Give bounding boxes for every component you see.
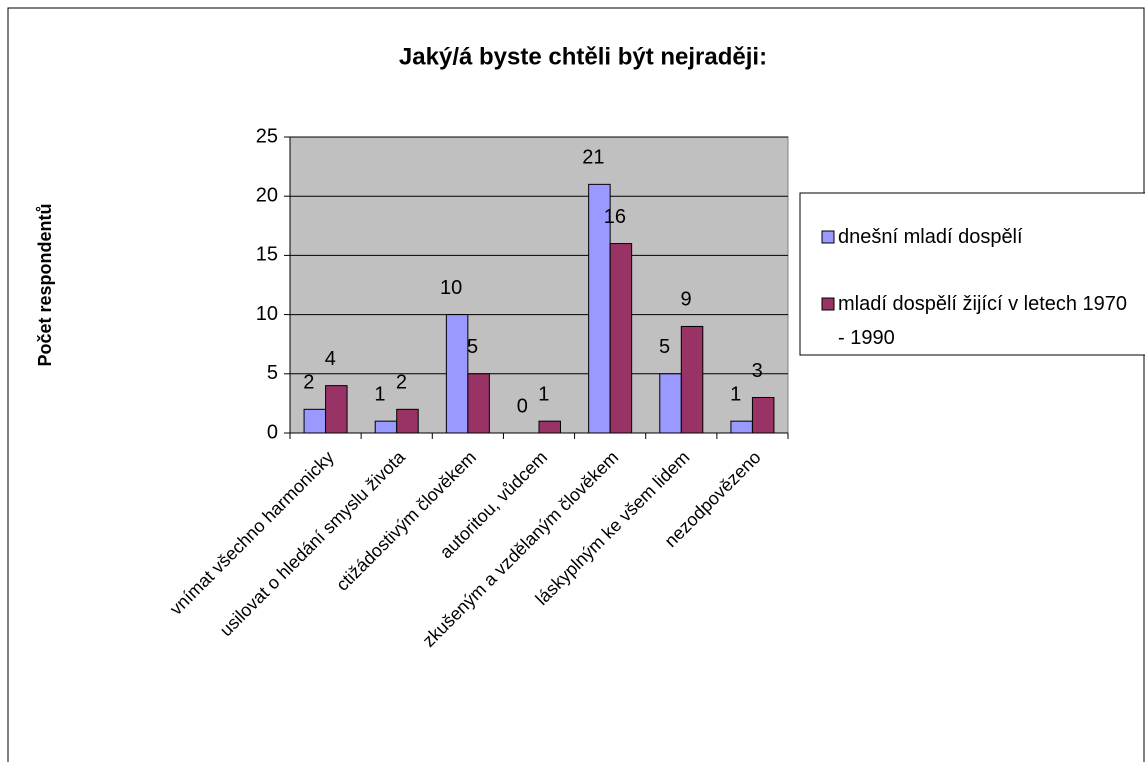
value-label: 4 bbox=[325, 348, 336, 370]
bar bbox=[374, 420, 398, 434]
bar bbox=[325, 385, 348, 434]
bar bbox=[396, 408, 419, 434]
y-axis-title: Počet respondentů bbox=[35, 203, 55, 366]
y-tick-label: 20 bbox=[256, 184, 278, 206]
value-label: 2 bbox=[303, 372, 314, 394]
bar bbox=[730, 420, 753, 434]
bar bbox=[467, 373, 490, 434]
value-label: 5 bbox=[467, 336, 478, 358]
y-tick-label: 25 bbox=[256, 125, 278, 147]
frame bbox=[7, 7, 1145, 762]
legend-swatch bbox=[821, 230, 835, 244]
legend-box bbox=[799, 192, 1145, 356]
bar bbox=[680, 325, 704, 434]
value-label: 2 bbox=[396, 372, 407, 394]
value-label: 0 bbox=[517, 395, 528, 417]
x-tick-label: ctižádostivým člověkem bbox=[332, 447, 480, 595]
legend-label: dnešní mladí dospělí bbox=[838, 226, 1023, 248]
value-label: 16 bbox=[604, 206, 626, 228]
value-label: 9 bbox=[680, 289, 691, 311]
value-label: 5 bbox=[659, 336, 670, 358]
y-tick-label: 10 bbox=[256, 303, 278, 325]
value-label: 10 bbox=[440, 277, 462, 299]
bar bbox=[538, 420, 561, 434]
legend-swatch bbox=[821, 297, 835, 311]
plot-area bbox=[289, 136, 789, 434]
legend-label: mladí dospělí žijící v letech 1970 - 199… bbox=[838, 293, 1128, 349]
value-label: 3 bbox=[752, 360, 763, 382]
y-tick-label: 15 bbox=[256, 244, 278, 266]
value-label: 1 bbox=[730, 383, 741, 405]
bar bbox=[303, 408, 327, 434]
value-label: 1 bbox=[538, 383, 549, 405]
bar bbox=[609, 243, 633, 434]
chart-title: Jaký/á byste chtěli být nejraději: bbox=[399, 43, 767, 70]
y-tick-label: 0 bbox=[267, 421, 278, 443]
bar bbox=[659, 373, 682, 434]
value-label: 1 bbox=[374, 383, 385, 405]
y-tick-label: 5 bbox=[267, 362, 278, 384]
bar bbox=[751, 396, 775, 434]
value-label: 21 bbox=[582, 147, 604, 169]
bar bbox=[445, 314, 469, 434]
